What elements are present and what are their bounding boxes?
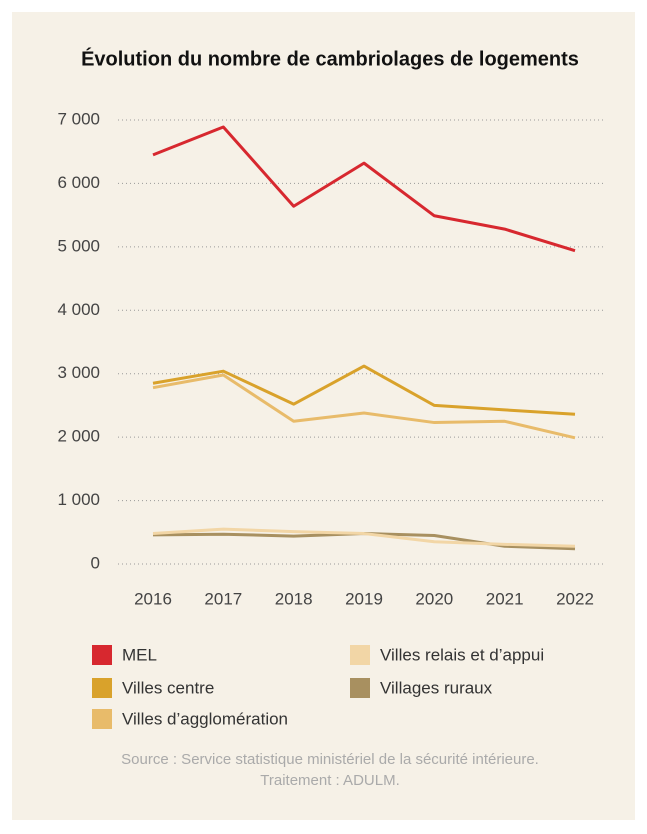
chart-title: Évolution du nombre de cambriolages de l…	[81, 47, 579, 70]
legend-swatch	[92, 678, 112, 698]
x-tick-label: 2019	[345, 589, 383, 608]
legend-swatch	[350, 645, 370, 665]
series-line	[152, 125, 576, 253]
series-line	[152, 373, 576, 440]
x-tick-label: 2020	[415, 589, 453, 608]
y-tick-label: 0	[91, 553, 100, 572]
legend-label: MEL	[122, 645, 157, 664]
y-tick-label: 1 000	[57, 490, 100, 509]
x-tick-label: 2017	[204, 589, 242, 608]
x-tick-label: 2018	[275, 589, 313, 608]
y-tick-label: 7 000	[57, 109, 100, 128]
x-tick-label: 2021	[486, 589, 524, 608]
legend-swatch	[350, 678, 370, 698]
source: Traitement : ADULM.	[260, 772, 399, 789]
x-tick-label: 2022	[556, 589, 594, 608]
series-line	[152, 527, 576, 548]
y-tick-label: 5 000	[57, 236, 100, 255]
legend-label: Villes d’agglomération	[122, 709, 288, 728]
panel	[12, 12, 635, 820]
source: Source : Service statistique ministériel…	[121, 751, 539, 768]
y-tick-label: 3 000	[57, 363, 100, 382]
legend-label: Villes relais et d’appui	[380, 645, 544, 664]
y-tick-label: 2 000	[57, 427, 100, 446]
x-tick-label: 2016	[134, 589, 172, 608]
y-tick-label: 6 000	[57, 173, 100, 192]
legend-swatch	[92, 709, 112, 729]
legend-label: Villages ruraux	[380, 678, 493, 697]
legend-swatch	[92, 645, 112, 665]
series-line	[152, 364, 576, 416]
y-tick-label: 4 000	[57, 300, 100, 319]
legend-label: Villes centre	[122, 678, 214, 697]
